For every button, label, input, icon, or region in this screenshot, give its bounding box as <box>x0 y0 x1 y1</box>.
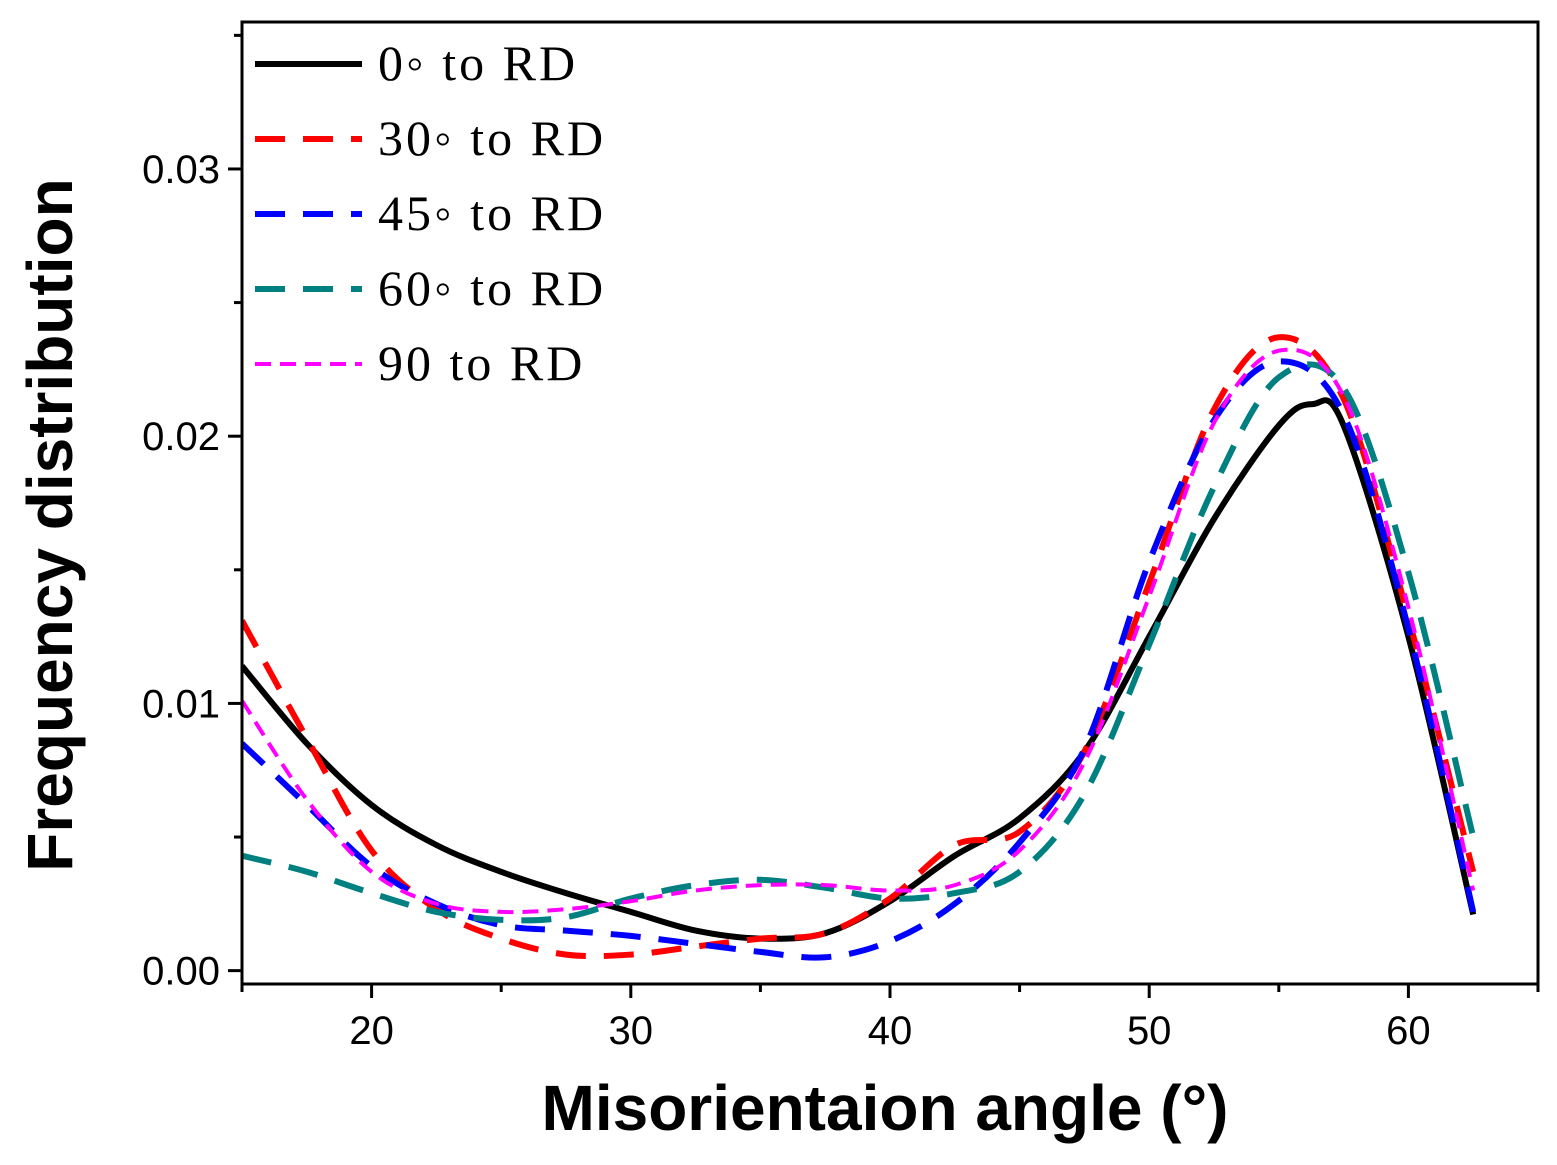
legend-label: 90 to RD <box>378 335 585 391</box>
series-layer <box>242 334 1477 961</box>
legend-label: 0◦ to RD <box>378 35 578 91</box>
legend-label: 60◦ to RD <box>378 260 606 316</box>
y-tick-label: 0.02 <box>142 415 220 459</box>
x-tick-label: 40 <box>868 1009 913 1053</box>
x-axis-title: Misorientaion angle (°) <box>542 1072 1229 1144</box>
y-tick-label: 0.01 <box>142 682 220 726</box>
y-tick-label: 0.03 <box>142 148 220 192</box>
y-tick-label: 0.00 <box>142 950 220 994</box>
legend-label: 30◦ to RD <box>378 110 606 166</box>
series-line-5 <box>242 347 1476 915</box>
x-tick-label: 20 <box>349 1009 394 1053</box>
legend-label: 45◦ to RD <box>378 185 606 241</box>
series-line-1 <box>242 397 1477 942</box>
x-tick-label: 30 <box>609 1009 654 1053</box>
x-axis: 20 30 40 50 60 <box>240 984 1540 1053</box>
x-tick-label: 60 <box>1386 1009 1431 1053</box>
x-tick-label: 50 <box>1127 1009 1172 1053</box>
series-line-3 <box>242 358 1477 961</box>
y-axis: 0.00 0.01 0.02 0.03 <box>142 33 242 994</box>
y-axis-title: Frequency distribution <box>14 178 86 871</box>
legend: 0◦ to RD 30◦ to RD 45◦ to RD 60◦ to RD 90 to… <box>255 35 606 391</box>
